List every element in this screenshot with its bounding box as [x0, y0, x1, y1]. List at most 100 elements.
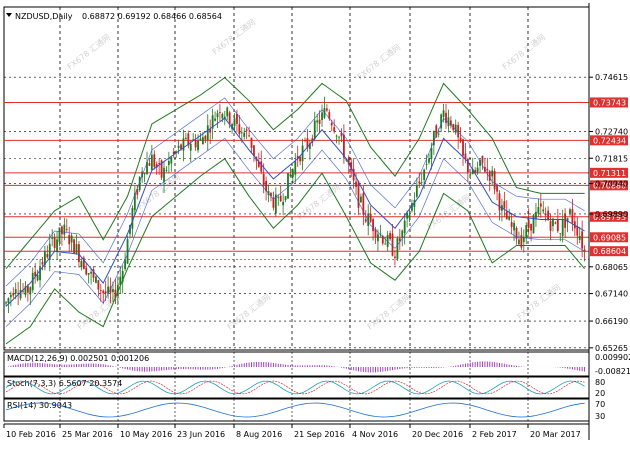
indicator-panel-frame [3, 376, 590, 399]
candle-body [343, 134, 345, 158]
oscillator-main-line [5, 380, 585, 395]
candle-body [41, 262, 44, 265]
candle-body [454, 124, 457, 133]
candle-body [211, 115, 214, 129]
candle-body [126, 239, 129, 264]
candle-body [486, 168, 489, 171]
candle-body [411, 203, 413, 211]
price-tick-label: 0.67140 [595, 290, 628, 299]
date-tick-label: 10 Feb 2016 [6, 430, 56, 439]
candle-body [287, 173, 289, 199]
candle-body [216, 113, 219, 118]
candle-body [330, 122, 333, 126]
candle-body [571, 209, 574, 223]
candle-body [63, 224, 66, 235]
candle-body [355, 181, 357, 187]
candle-body [155, 164, 158, 168]
candle-body [418, 181, 421, 184]
candle-body [525, 225, 528, 238]
candle-body [90, 271, 92, 274]
candle-body [440, 114, 443, 129]
candle-body [552, 218, 554, 227]
candle-body [377, 234, 379, 242]
date-tick-label: 25 Mar 2016 [62, 430, 113, 439]
candle-body [408, 214, 411, 219]
candle-body [277, 197, 280, 199]
candle-body [311, 138, 314, 143]
candle-body [46, 253, 49, 258]
inner-band-upper-line [5, 97, 585, 287]
candle-body [65, 228, 68, 230]
candle-body [313, 120, 316, 139]
price-level-label: 0.71311 [593, 169, 626, 178]
date-tick-label: 10 May 2016 [120, 430, 172, 439]
candle-body [24, 286, 27, 295]
price-level-tag [590, 135, 628, 146]
candle-body [70, 235, 73, 243]
candle-body [202, 137, 204, 145]
price-level-label: 0.69085 [593, 233, 626, 242]
candle-body [561, 219, 564, 236]
candle-body [121, 270, 124, 283]
candle-body [253, 145, 255, 157]
candle-body [437, 133, 440, 135]
candle-body [167, 160, 170, 166]
candle-body [233, 118, 236, 127]
candle-body [372, 219, 374, 232]
candle-body [508, 216, 511, 220]
candle-body [257, 161, 260, 167]
candle-body [362, 193, 365, 215]
candle-body [384, 243, 387, 245]
price-level-label: 0.69793 [593, 213, 626, 222]
candle-body [26, 285, 29, 293]
candle-body [449, 120, 452, 126]
candle-body [304, 140, 306, 141]
dropdown-triangle-icon[interactable] [6, 13, 12, 17]
candle-body [82, 257, 85, 270]
bollinger-bands [5, 76, 585, 345]
candle-body [496, 185, 498, 192]
candle-body [189, 143, 192, 151]
candle-body [481, 155, 484, 163]
candle-body [209, 129, 212, 133]
candle-body [532, 215, 535, 234]
price-level-tag [590, 232, 628, 243]
candle-body [374, 229, 377, 237]
ohlc-values: 0.68872 0.69192 0.68466 0.68564 [82, 12, 222, 21]
candle-body [425, 163, 428, 165]
candle-body [248, 135, 250, 137]
candle-body [78, 244, 80, 262]
candle-body [566, 217, 569, 223]
candle-body [547, 210, 550, 221]
candle-body [85, 267, 88, 275]
price-level-label: 0.70880 [593, 181, 626, 190]
candle-body [243, 132, 246, 137]
candle-body [415, 185, 418, 197]
candle-body [505, 211, 508, 220]
candle-body [73, 239, 75, 254]
candle-body [530, 223, 532, 231]
indicator-level-label: 20 [595, 389, 605, 398]
candle-body [99, 290, 102, 292]
date-tick-label: 4 Nov 2016 [352, 430, 398, 439]
candle-body [515, 227, 518, 239]
candle-body [564, 213, 567, 228]
candle-body [153, 154, 156, 167]
candle-body [22, 290, 24, 292]
candle-body [389, 233, 391, 240]
candle-body [457, 124, 460, 138]
candle-body [401, 230, 404, 238]
price-tick-label: 0.69890 [595, 210, 628, 219]
candle-body [335, 135, 338, 137]
candle-body [58, 227, 61, 243]
candle-body [19, 289, 22, 299]
candle-body [406, 212, 409, 219]
candle-body [420, 182, 423, 184]
candle-body [479, 159, 481, 166]
candle-body [583, 249, 586, 252]
price-tick-label: 0.66190 [595, 317, 628, 326]
candle-body [214, 118, 216, 121]
candle-body [535, 211, 537, 219]
candle-body [537, 207, 540, 214]
candle-body [172, 151, 175, 154]
